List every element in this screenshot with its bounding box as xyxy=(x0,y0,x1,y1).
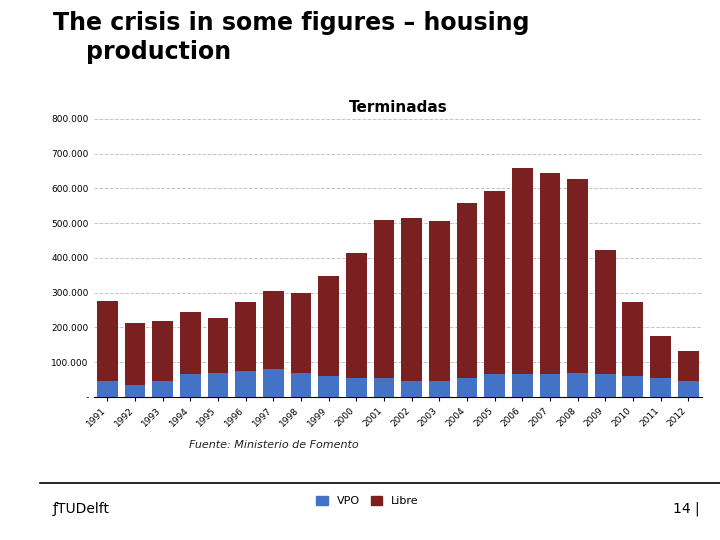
Bar xyxy=(180,374,201,397)
Bar xyxy=(346,253,366,378)
Title: Terminadas: Terminadas xyxy=(348,100,447,115)
Bar xyxy=(291,293,311,373)
Bar xyxy=(97,381,118,397)
Bar xyxy=(153,381,173,397)
Bar xyxy=(539,374,560,397)
Bar xyxy=(456,203,477,378)
Legend: VPO, Libre: VPO, Libre xyxy=(312,491,423,511)
Bar xyxy=(153,321,173,381)
Bar xyxy=(678,350,698,381)
Bar xyxy=(263,369,284,397)
Bar xyxy=(401,218,422,381)
Bar xyxy=(318,276,339,376)
Bar xyxy=(263,291,284,369)
Bar xyxy=(374,378,395,397)
Bar xyxy=(180,313,201,374)
Bar xyxy=(97,301,118,381)
Text: ƒTUDelft: ƒTUDelft xyxy=(53,502,110,516)
Bar xyxy=(650,336,671,378)
Bar xyxy=(291,373,311,397)
Bar xyxy=(429,221,450,381)
Bar xyxy=(567,179,588,373)
Bar xyxy=(125,386,145,397)
Text: The crisis in some figures – housing
    production: The crisis in some figures – housing pro… xyxy=(53,11,530,64)
Bar xyxy=(318,376,339,397)
Text: 14 |: 14 | xyxy=(673,502,700,516)
Bar xyxy=(623,302,643,376)
Text: Fuente: Ministerio de Fomento: Fuente: Ministerio de Fomento xyxy=(189,441,359,450)
Bar xyxy=(567,373,588,397)
Bar xyxy=(485,191,505,374)
Bar xyxy=(485,374,505,397)
Bar xyxy=(512,374,533,397)
Bar xyxy=(125,323,145,386)
Bar xyxy=(456,378,477,397)
Bar xyxy=(539,173,560,374)
Bar xyxy=(678,381,698,397)
Bar xyxy=(401,381,422,397)
Bar xyxy=(346,378,366,397)
Bar xyxy=(623,376,643,397)
Bar xyxy=(235,302,256,371)
Bar xyxy=(595,374,616,397)
Bar xyxy=(207,373,228,397)
Bar xyxy=(235,371,256,397)
Bar xyxy=(429,381,450,397)
Bar xyxy=(374,220,395,378)
Bar xyxy=(650,378,671,397)
Bar xyxy=(207,318,228,373)
Bar xyxy=(512,168,533,374)
Bar xyxy=(595,250,616,374)
